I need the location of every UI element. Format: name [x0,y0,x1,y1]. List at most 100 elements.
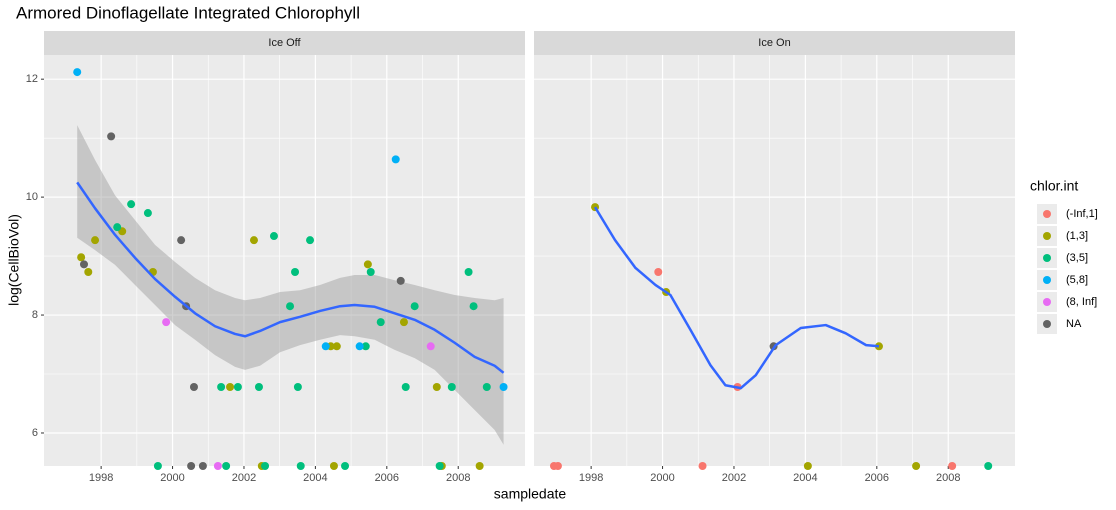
legend-marker [1043,320,1051,328]
point [553,462,562,470]
legend-label: (1,3] [1066,230,1088,242]
point [222,462,231,470]
point [410,302,419,311]
y-tick-label: 6 [32,427,38,439]
point [198,462,207,470]
point [162,318,171,327]
x-tick-label: 2002 [232,472,256,484]
y-tick-label: 12 [26,73,38,85]
point [73,68,82,77]
legend-marker [1043,254,1051,262]
point [399,318,408,327]
legend-marker [1043,210,1051,218]
strip [44,31,525,55]
point [143,209,152,218]
y-axis-label: log(CellBioVol) [6,214,22,306]
strip-label: Ice On [758,37,790,49]
point [249,236,258,245]
smooth-line [76,181,505,374]
point [127,200,136,209]
point [332,342,341,351]
x-tick-label: 2006 [375,472,399,484]
point [376,318,385,327]
y-tick-label: 8 [32,309,38,321]
point [355,342,364,351]
point [77,253,86,262]
point [499,382,508,391]
point [153,462,162,470]
panel [44,55,525,466]
legend-label: (8, Inf] [1066,296,1097,308]
point [84,267,93,276]
x-tick-label: 2000 [160,472,184,484]
point [912,462,921,470]
legend-title: chlor.int [1030,178,1078,194]
x-tick-label: 2006 [865,472,889,484]
x-axis-label: sampledate [494,486,567,502]
point [217,382,226,391]
x-tick-label: 2008 [936,472,960,484]
point [177,236,186,245]
point [91,236,100,245]
point [306,236,315,245]
legend-label: (5,8] [1066,274,1088,286]
legend-marker [1043,276,1051,284]
point [226,382,235,391]
point [464,267,473,276]
point [107,132,116,141]
strip [534,31,1015,55]
point [291,267,300,276]
point [366,267,375,276]
x-tick-label: 2000 [650,472,674,484]
x-tick-label: 2008 [446,472,470,484]
legend-label: (3,5] [1066,252,1088,264]
point [803,462,812,470]
point [432,382,441,391]
point [475,462,484,470]
chart-title: Armored Dinoflagellate Integrated Chloro… [16,3,360,22]
point [296,462,305,470]
x-tick-label: 2004 [303,472,327,484]
y-tick-label: 10 [26,191,38,203]
point [984,462,993,470]
point [391,155,400,164]
smooth-line [593,206,880,390]
point [396,276,405,285]
point [426,342,435,351]
x-tick-label: 2004 [793,472,817,484]
point [482,382,491,391]
x-tick-label: 1998 [579,472,603,484]
point [321,342,330,351]
point [698,462,707,470]
point [254,382,263,391]
x-tick-label: 2002 [722,472,746,484]
point [401,382,410,391]
legend-marker [1043,298,1051,306]
point [469,302,478,311]
point [363,260,372,269]
point [654,267,663,276]
point [361,342,370,351]
panel [534,55,1015,466]
point [261,462,270,470]
strip-label: Ice Off [268,37,301,49]
point [293,382,302,391]
legend-label: NA [1066,318,1082,330]
point [233,382,242,391]
point [213,462,222,470]
point [329,462,338,470]
point [269,232,278,241]
point [435,462,444,470]
point [447,382,456,391]
point [79,260,88,269]
point [286,302,295,311]
legend-marker [1043,232,1051,240]
point [341,462,350,470]
point [189,382,198,391]
x-tick-label: 1998 [89,472,113,484]
point [187,462,196,470]
point [113,223,122,232]
point [948,462,957,470]
